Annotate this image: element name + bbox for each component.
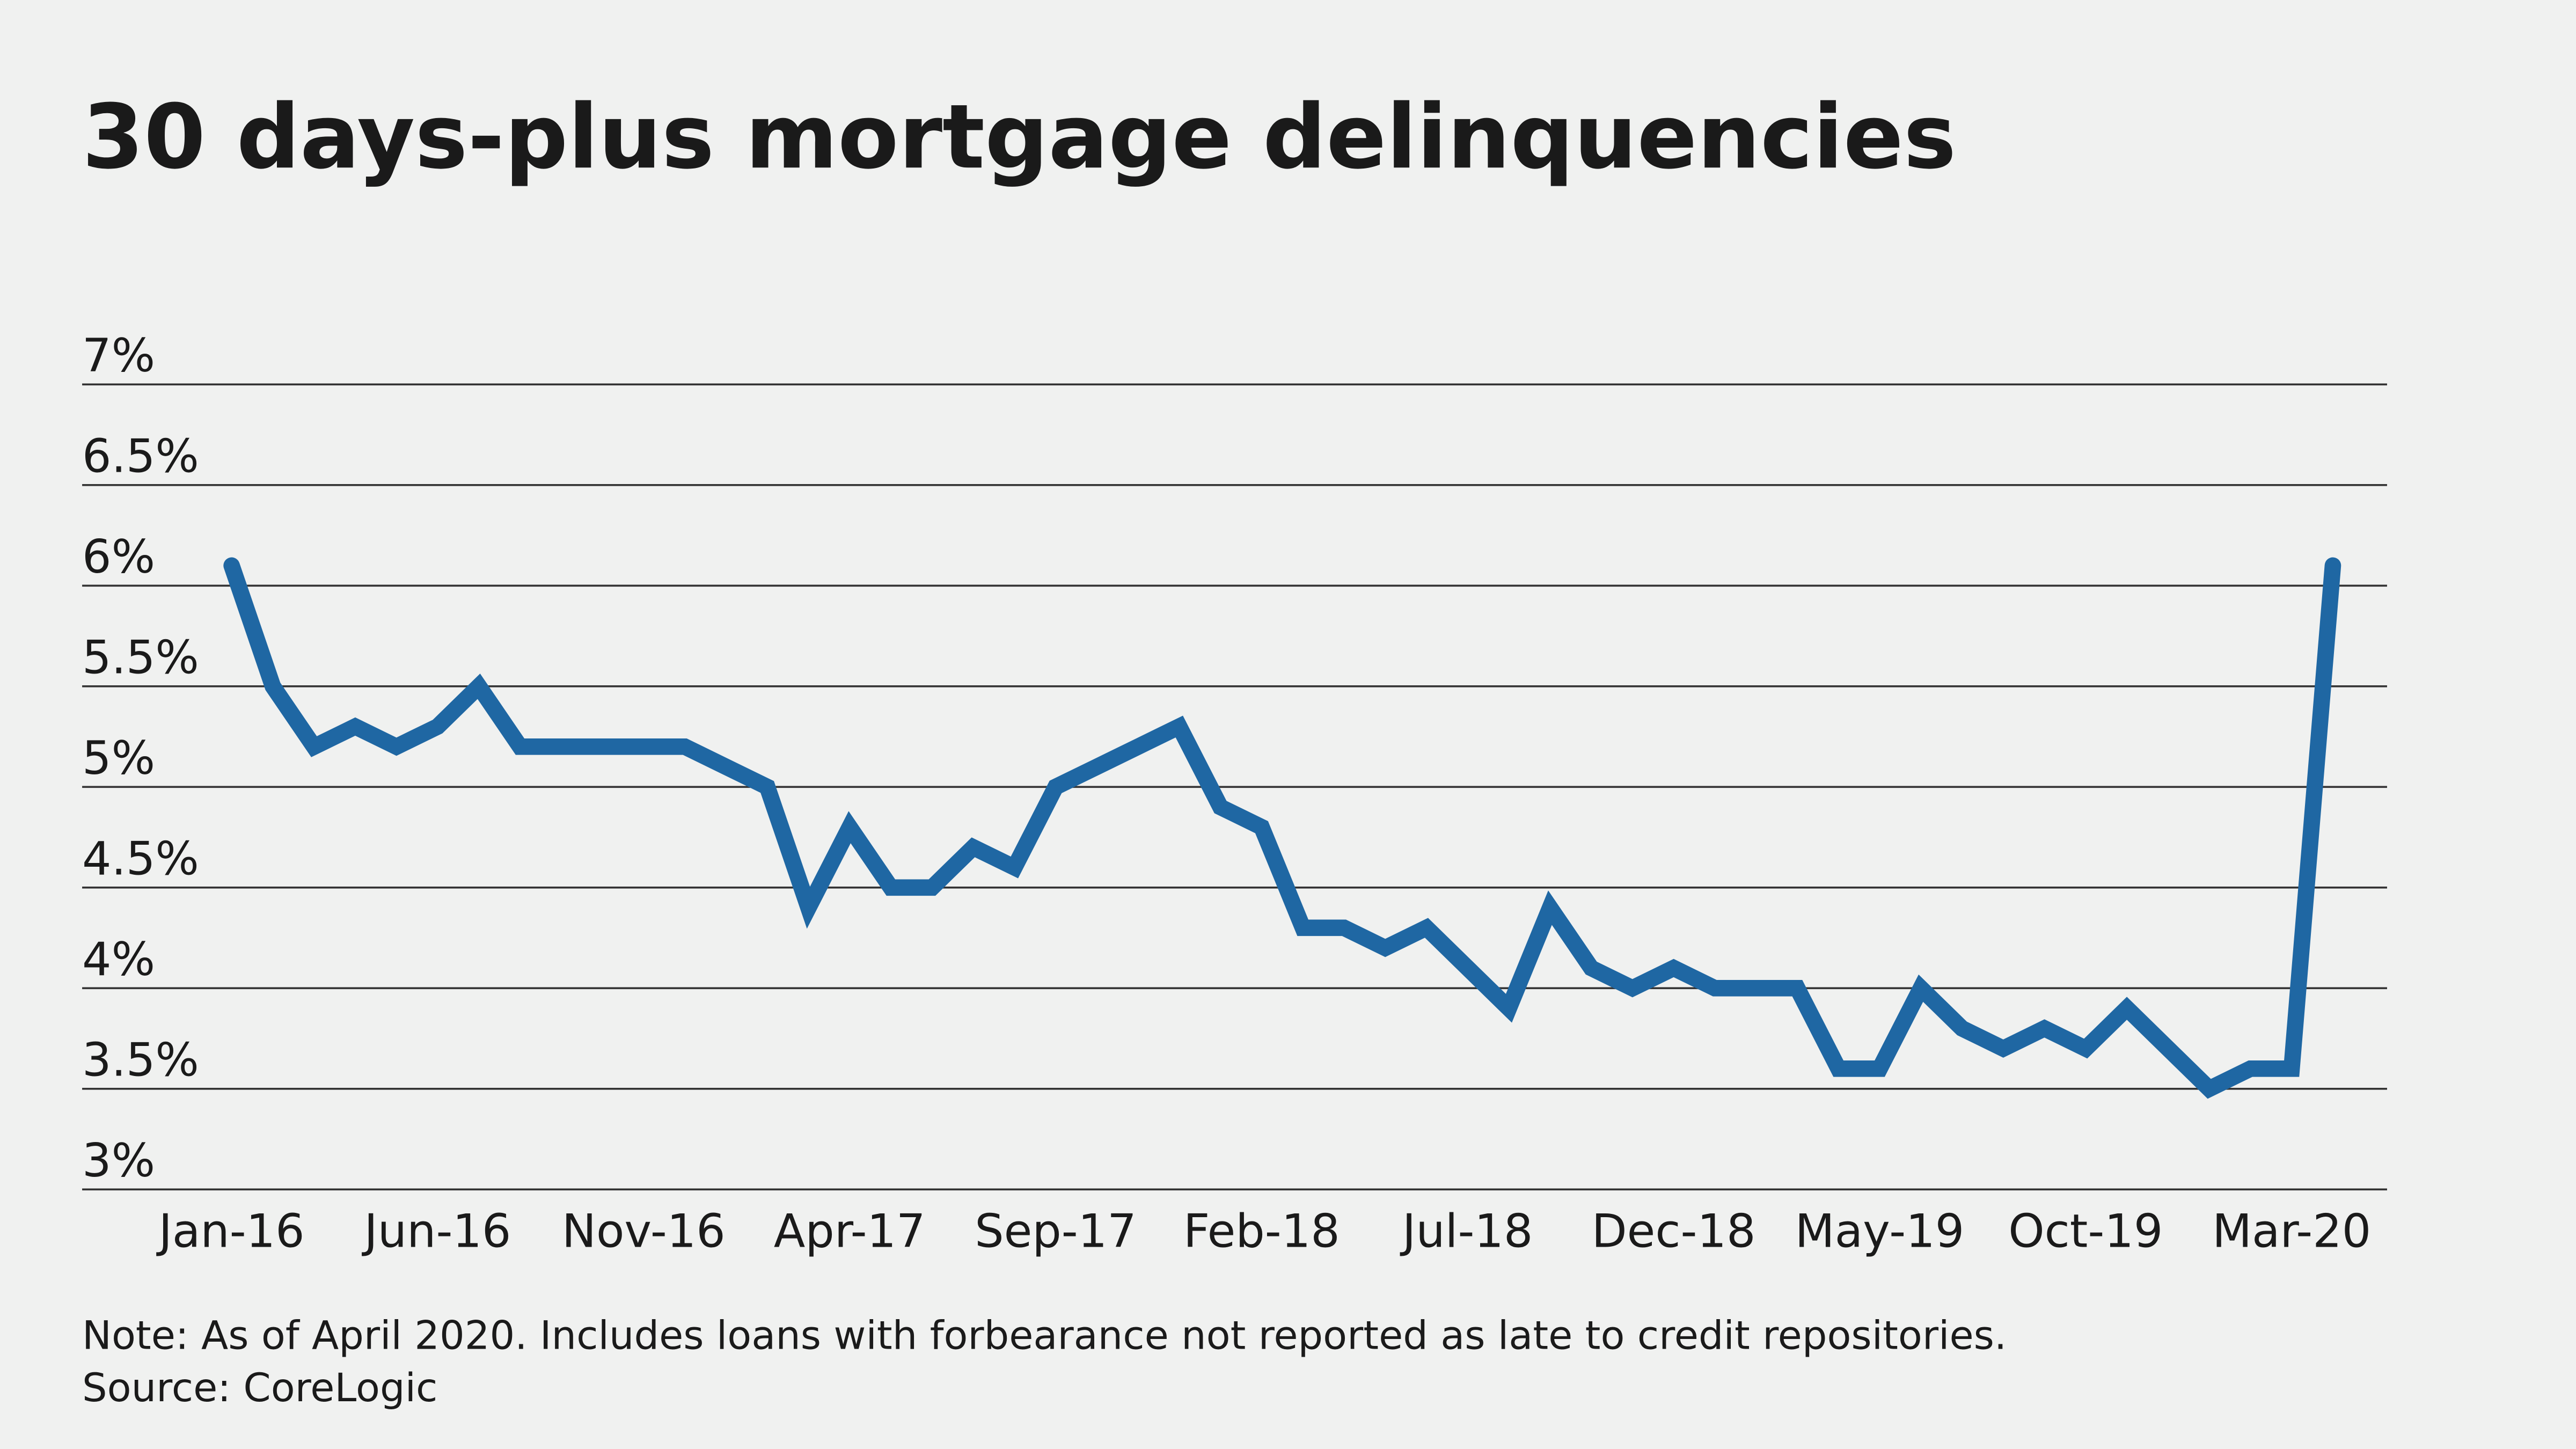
chart-title: 30 days-plus mortgage delinquencies — [82, 85, 1956, 188]
y-tick-label: 3% — [82, 1134, 155, 1188]
y-tick-label: 5% — [82, 731, 155, 785]
x-tick-label: Apr-17 — [774, 1204, 926, 1258]
line-series — [223, 557, 2341, 1099]
y-tick-label: 6.5% — [82, 429, 199, 483]
y-tick-label: 4% — [82, 933, 155, 986]
source: Source: CoreLogic — [82, 1365, 437, 1411]
x-tick-label: Sep-17 — [975, 1204, 1137, 1258]
y-tick-label: 7% — [82, 329, 155, 383]
x-tick-label: Mar-20 — [2212, 1204, 2371, 1258]
x-tick-label: Oct-19 — [2008, 1204, 2163, 1258]
y-tick-label: 6% — [82, 530, 155, 584]
x-tick-label: Jul-18 — [1400, 1204, 1533, 1258]
x-tick-label: Dec-18 — [1592, 1204, 1756, 1258]
x-tick-label: Feb-18 — [1183, 1204, 1340, 1258]
note: Note: As of April 2020. Includes loans w… — [82, 1313, 2007, 1358]
x-tick-label: Jan-16 — [156, 1204, 305, 1258]
x-tick-label: Jun-16 — [362, 1204, 511, 1258]
y-tick-label: 3.5% — [82, 1033, 199, 1087]
y-tick-label: 4.5% — [82, 832, 199, 885]
x-tick-label: Nov-16 — [562, 1204, 726, 1258]
y-tick-label: 5.5% — [82, 631, 199, 684]
x-tick-label: May-19 — [1795, 1204, 1965, 1258]
